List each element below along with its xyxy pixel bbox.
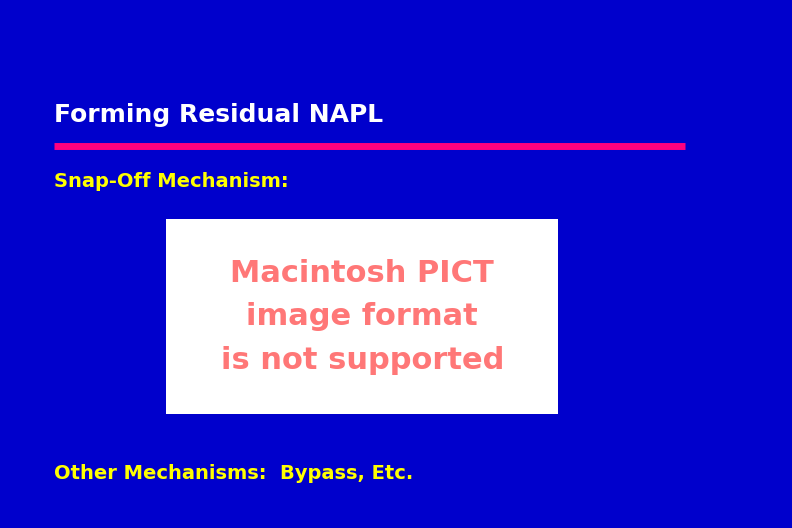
Text: Snap-Off Mechanism:: Snap-Off Mechanism:: [54, 172, 288, 191]
Text: Forming Residual NAPL: Forming Residual NAPL: [54, 103, 383, 127]
Bar: [166, 219, 558, 414]
Text: Macintosh PICT: Macintosh PICT: [230, 259, 494, 288]
Text: image format: image format: [246, 303, 478, 331]
Text: is not supported: is not supported: [221, 346, 504, 374]
Text: Other Mechanisms:  Bypass, Etc.: Other Mechanisms: Bypass, Etc.: [54, 464, 413, 483]
